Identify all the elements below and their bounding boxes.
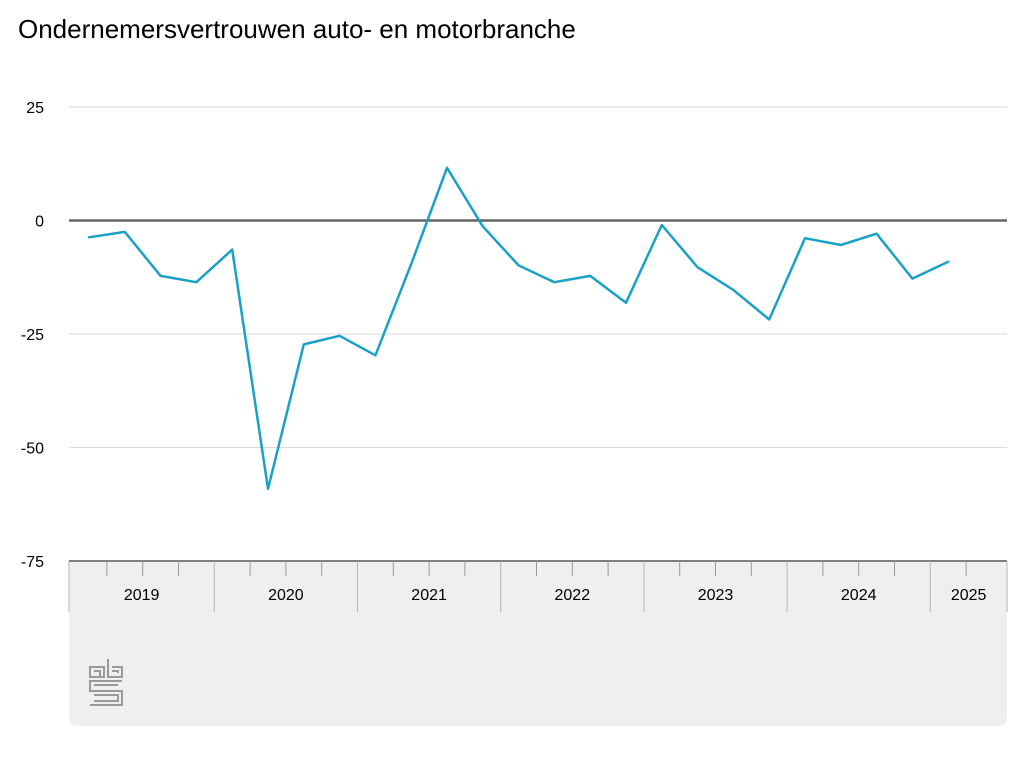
y-tick-label: -50	[21, 441, 44, 458]
y-tick-label: 25	[26, 100, 44, 117]
chart-footer-panel	[69, 612, 1007, 726]
x-axis-band	[69, 562, 1007, 614]
cbs-logo-icon	[89, 659, 123, 706]
grid-lines	[69, 106, 1007, 448]
y-tick-label: -75	[21, 554, 44, 571]
y-axis-labels: 25 0 -25 -50 -75	[21, 100, 44, 571]
x-tick-label: 2024	[841, 587, 877, 604]
series-lines	[87, 166, 950, 491]
x-axis: 2019 2020 2021 2022 2023 2024 2025	[68, 560, 1008, 612]
x-tick-label: 2019	[124, 587, 160, 604]
x-tick-label: 2020	[268, 587, 304, 604]
x-tick-label: 2021	[411, 587, 447, 604]
x-tick-label: 2023	[698, 587, 734, 604]
x-tick-label: 2025	[951, 587, 987, 604]
series-line	[87, 166, 950, 491]
y-tick-label: 0	[35, 214, 44, 231]
x-tick-label: 2022	[555, 587, 591, 604]
y-tick-label: -25	[21, 327, 44, 344]
chart-title: Ondernemersvertrouwen auto- en motorbran…	[18, 14, 576, 44]
